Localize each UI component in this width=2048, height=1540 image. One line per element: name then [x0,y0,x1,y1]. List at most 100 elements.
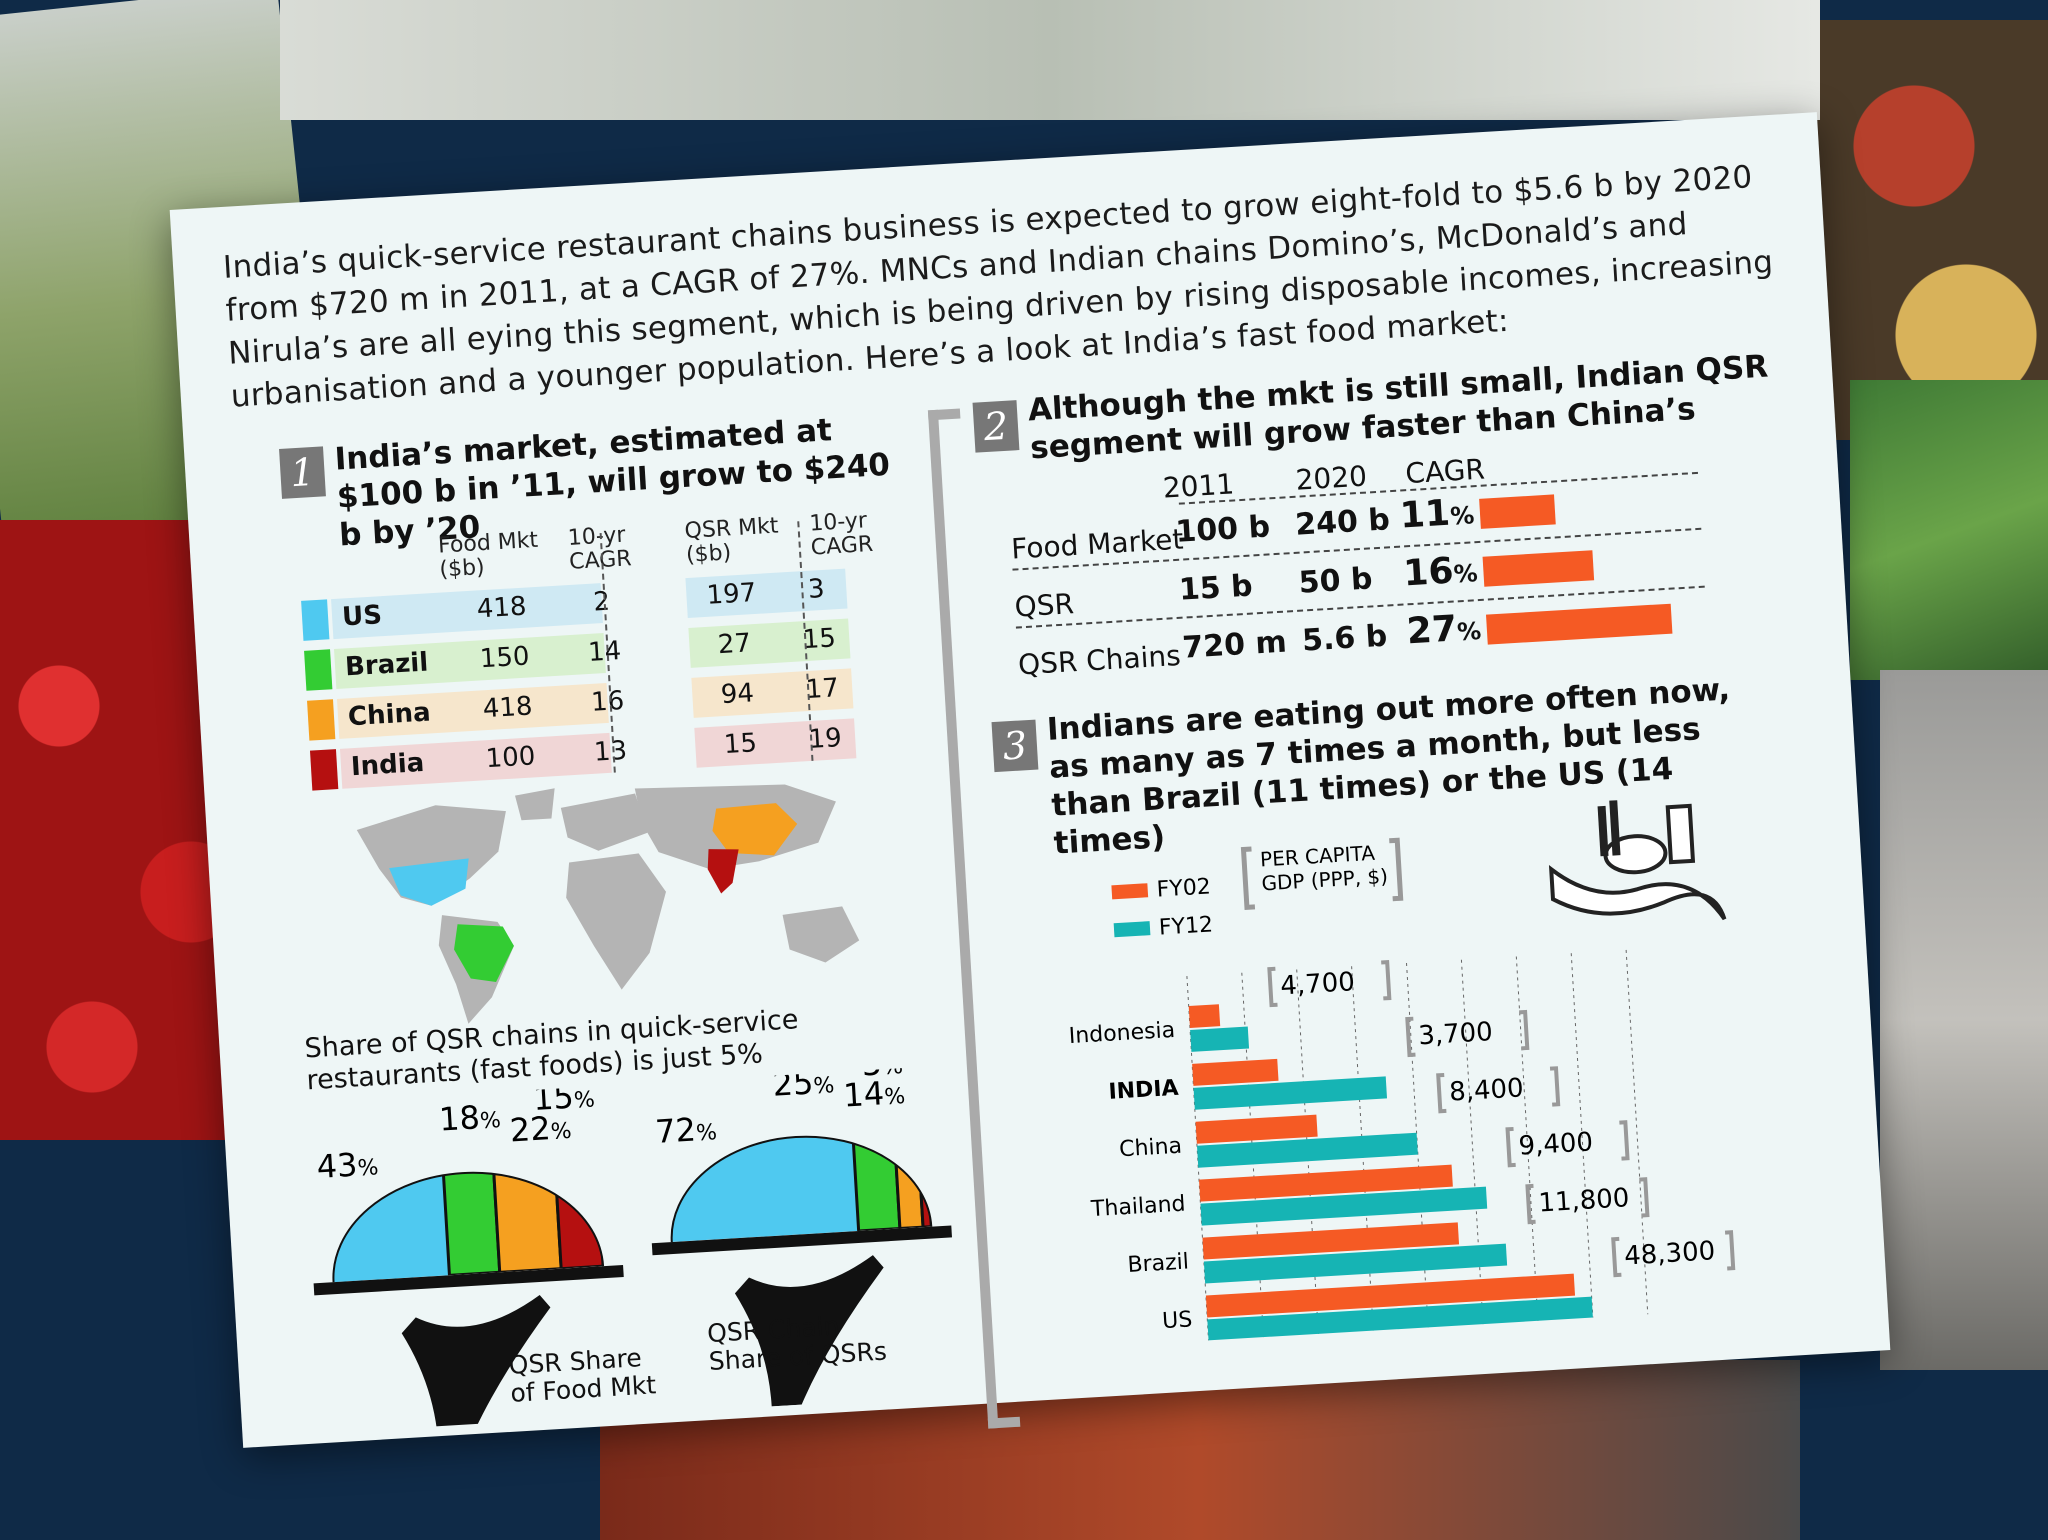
country-name: Brazil [344,647,430,683]
country-swatch [307,699,336,741]
x-tick-label: 8 [1423,1349,1436,1351]
x-tick-label: 14 [1588,1339,1612,1352]
bar-FY02 [1195,1114,1318,1144]
country-swatch [304,649,333,691]
food-mkt-value: 150 [478,641,531,675]
gdp-value: 11,800 [1538,1183,1631,1218]
gdp-value: 4,700 [1280,967,1356,1001]
legend-label: FY02 [1156,874,1211,902]
gdp-bracket [1611,1230,1736,1278]
country-name: China [347,697,432,733]
world-map [356,784,860,1024]
infographic-card: India’s quick-service restaurant chains … [169,112,1891,1448]
waiter-hand-icon [401,1294,551,1435]
qsr-cagr-value: 3 [807,573,826,605]
gdp-header-bracket [1240,837,1404,911]
legend-label: FY12 [1158,912,1213,940]
food-cagr-value: 2 [592,586,611,618]
col-header-qsr-mkt: QSR Mkt ($b) [683,513,780,568]
growth-2011-value: 15 b [1177,568,1254,608]
map-us [389,858,469,906]
map-china [712,803,798,856]
grid-line [1515,956,1540,1339]
bar-FY02 [1202,1222,1460,1260]
growth-2020-value: 5.6 b [1301,618,1389,659]
growth-cagr-bar [1479,494,1556,529]
map-india [707,849,739,894]
category-label: US [1162,1307,1194,1334]
country-name: India [350,747,426,783]
category-label: INDIA [1108,1076,1179,1105]
dome-pct-label: 25% [771,1063,835,1103]
country-name: US [341,600,383,633]
growth-cagr-value: 27% [1405,608,1482,653]
country-swatch [309,749,339,791]
dome-tray [313,1264,624,1296]
bar-FY02 [1199,1164,1453,1202]
gdp-bracket [1267,960,1392,1008]
background-photo-top [280,0,1820,120]
growth-row-label: QSR [1013,587,1075,624]
gdp-bracket [1505,1120,1630,1168]
map-brazil [454,924,514,983]
fast-food-emblem [1548,800,1727,921]
waiter-hand-icon [734,1255,884,1407]
qsr-mkt-value: 27 [717,628,752,661]
dome-outline [332,1171,605,1283]
gdp-bracket [1525,1177,1650,1225]
gdp-bracket [1405,1009,1530,1058]
category-label: China [1119,1134,1183,1163]
dome-outline [670,1135,933,1243]
background-photo-vegetables [1850,380,2048,680]
bar-FY12 [1207,1296,1593,1342]
gdp-value: 48,300 [1623,1236,1716,1271]
dome-segments [327,1165,604,1283]
bar-FY12 [1203,1243,1508,1284]
food-mkt-value: 418 [476,591,528,625]
background-photo-kitchen [1880,670,2048,1370]
dome1-caption: QSR Share of Food Mkt [507,1343,657,1408]
gdp-bracket [1436,1066,1561,1114]
map-greenland [515,788,555,821]
food-mkt-value: 100 [484,741,537,775]
x-tick-label: 10 [1478,1345,1502,1351]
grid-line [1570,953,1595,1336]
bar-FY12 [1196,1132,1418,1168]
dome-segment-15 [551,1165,604,1271]
grid-line [1460,959,1485,1343]
map-north-america [356,805,506,906]
dome-segments [665,1129,932,1243]
grid-line [1625,949,1650,1333]
qsr-mkt-value: 15 [722,728,758,761]
bar-FY12 [1200,1186,1488,1226]
growth-cagr-bar [1482,550,1595,587]
qsr-cagr-value: 15 [801,623,837,656]
category-label: Brazil [1127,1249,1190,1278]
food-cagr-value: 13 [593,735,628,768]
growth-2020-value: 50 b [1297,561,1374,601]
col-header-qsr-cagr: 10-yr CAGR [808,508,874,561]
dome-segment-22 [490,1165,563,1274]
country-swatch [301,599,330,641]
bar-FY12 [1193,1076,1388,1110]
qsr-cagr-value: 17 [804,673,840,706]
qsr-share-domes: 43%18% 22%15%72%25% 14%5% [313,1063,952,1435]
growth-2020-value: 240 b [1294,502,1391,543]
dome-segment-18 [439,1165,502,1277]
growth-cagr-value: 16% [1402,550,1479,595]
legend-swatch-FY12 [1113,921,1151,938]
map-europe [560,793,648,851]
growth-2011-value: 720 m [1181,624,1288,666]
dome-pct-label: 5% [860,1063,903,1083]
col-header-food-cagr: 10-yr CAGR [567,522,633,575]
gdp-value: 9,400 [1518,1127,1594,1161]
section-2-number: 2 [972,400,1020,453]
category-label: Indonesia [1068,1018,1176,1049]
food-cagr-value: 16 [590,685,626,718]
category-label: Thailand [1089,1192,1186,1223]
food-cagr-value: 14 [587,636,623,668]
qsr-mkt-value: 197 [705,577,758,611]
bar-FY02 [1192,1058,1279,1086]
map-australia [782,906,860,963]
growth-row-label: QSR Chains [1017,638,1182,682]
